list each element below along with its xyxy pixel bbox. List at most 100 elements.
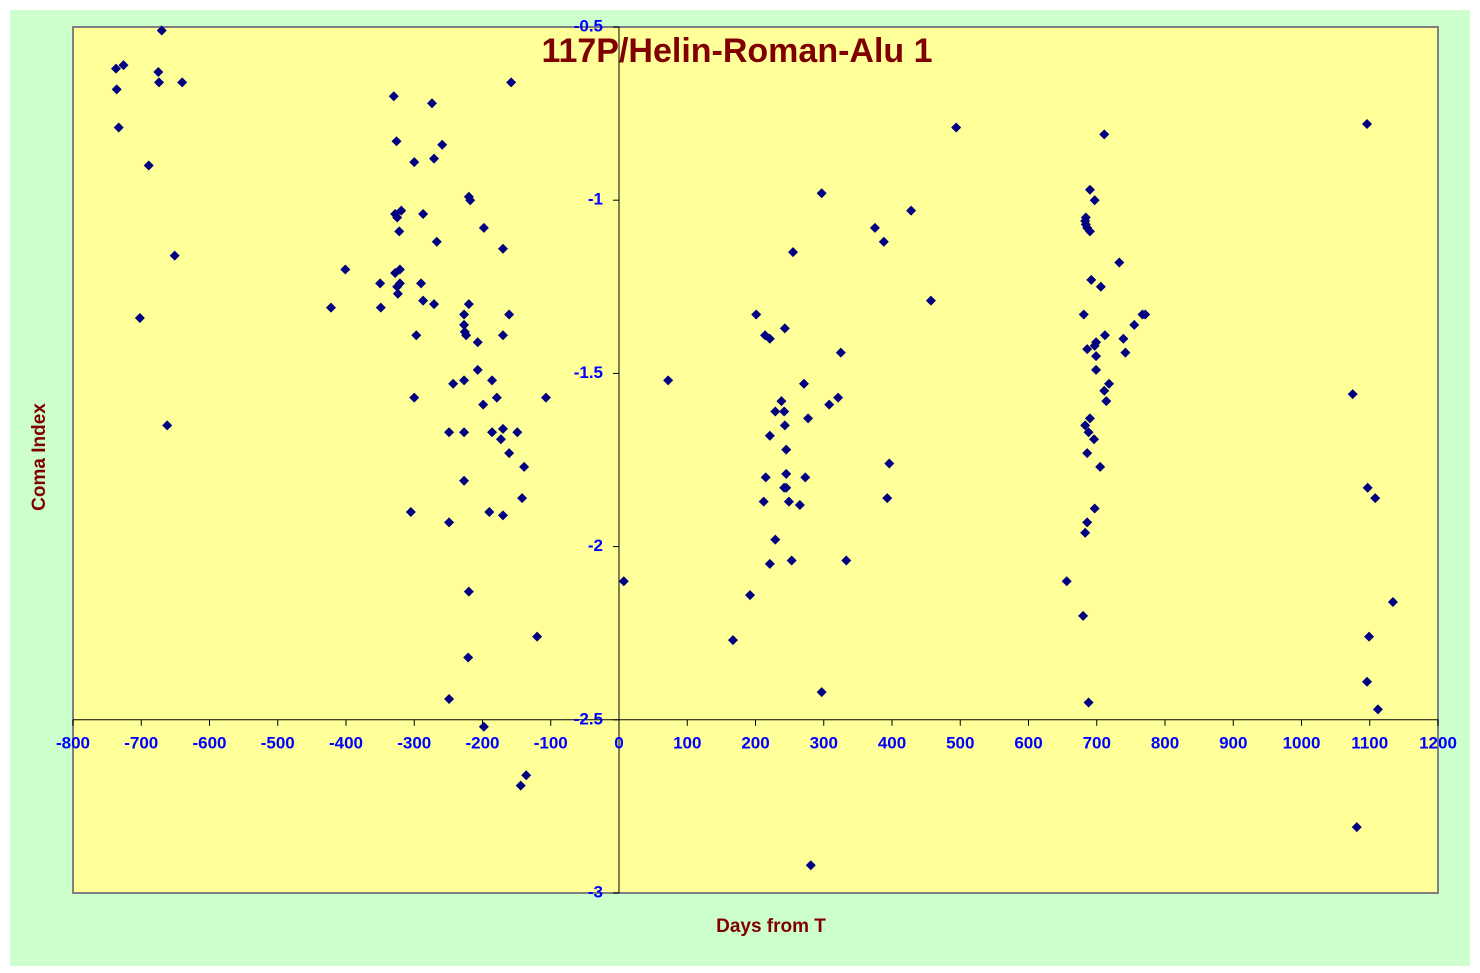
point bbox=[781, 482, 792, 493]
marks bbox=[72, 25, 1439, 894]
x-tick-label: -600 bbox=[192, 733, 226, 752]
point bbox=[409, 392, 420, 403]
point bbox=[532, 631, 543, 642]
point bbox=[472, 337, 483, 348]
point bbox=[1129, 319, 1140, 330]
point bbox=[1083, 427, 1094, 438]
point bbox=[495, 434, 506, 445]
x-tick-label: -300 bbox=[397, 733, 431, 752]
point bbox=[521, 770, 532, 781]
point bbox=[448, 378, 459, 389]
point bbox=[437, 139, 448, 150]
point bbox=[497, 243, 508, 254]
point bbox=[1078, 309, 1089, 320]
point bbox=[786, 555, 797, 566]
point bbox=[764, 430, 775, 441]
point bbox=[504, 309, 515, 320]
point bbox=[1362, 118, 1373, 129]
point bbox=[478, 399, 489, 410]
point bbox=[484, 506, 495, 517]
point bbox=[663, 375, 674, 386]
point bbox=[153, 77, 164, 88]
x-tick-label: 1200 bbox=[1419, 733, 1457, 752]
point bbox=[1080, 527, 1091, 538]
point bbox=[444, 694, 455, 705]
point bbox=[1084, 226, 1095, 237]
point bbox=[118, 60, 129, 71]
point bbox=[487, 427, 498, 438]
x-tick-label: 0 bbox=[614, 733, 623, 752]
x-tick-label: 1000 bbox=[1283, 733, 1321, 752]
y-tick-label: -2.5 bbox=[574, 709, 603, 728]
point bbox=[798, 378, 809, 389]
point bbox=[497, 330, 508, 341]
x-tick-label: 200 bbox=[741, 733, 769, 752]
x-tick-label: 400 bbox=[878, 733, 906, 752]
plot-area bbox=[72, 26, 1439, 894]
point bbox=[418, 209, 429, 220]
point bbox=[906, 205, 917, 216]
point bbox=[1095, 461, 1106, 472]
point bbox=[764, 558, 775, 569]
point bbox=[1114, 257, 1125, 268]
chart-title: 117P/Helin-Roman-Alu 1 bbox=[541, 32, 932, 70]
point bbox=[1089, 195, 1100, 206]
point bbox=[618, 576, 629, 587]
point bbox=[878, 236, 889, 247]
x-tick-label: -800 bbox=[56, 733, 90, 752]
point bbox=[169, 250, 180, 261]
point bbox=[390, 267, 401, 278]
point bbox=[1118, 333, 1129, 344]
point bbox=[340, 264, 351, 275]
point bbox=[478, 222, 489, 233]
point bbox=[781, 444, 792, 455]
point bbox=[1091, 364, 1102, 375]
point bbox=[459, 319, 470, 330]
point bbox=[1104, 378, 1115, 389]
point bbox=[869, 222, 880, 233]
x-tick-label: 800 bbox=[1151, 733, 1179, 752]
x-tick-label: 300 bbox=[810, 733, 838, 752]
y-tick-label: -0.5 bbox=[574, 16, 603, 35]
point bbox=[779, 323, 790, 334]
point bbox=[517, 493, 528, 504]
point bbox=[134, 312, 145, 323]
point bbox=[1370, 493, 1381, 504]
y-tick-label: -3 bbox=[588, 882, 603, 901]
point bbox=[833, 392, 844, 403]
point bbox=[1372, 704, 1383, 715]
point bbox=[1351, 822, 1362, 833]
point bbox=[783, 496, 794, 507]
point bbox=[1140, 309, 1151, 320]
x-axis-label: Days from T bbox=[716, 916, 826, 937]
point bbox=[444, 427, 455, 438]
point bbox=[1082, 448, 1093, 459]
x-tick-label: -500 bbox=[261, 733, 295, 752]
point bbox=[325, 302, 336, 313]
point bbox=[800, 472, 811, 483]
point bbox=[478, 721, 489, 732]
point bbox=[463, 586, 474, 597]
point bbox=[491, 392, 502, 403]
point bbox=[925, 295, 936, 306]
point bbox=[1089, 340, 1100, 351]
point bbox=[779, 406, 790, 417]
point bbox=[392, 288, 403, 299]
point bbox=[824, 399, 835, 410]
point bbox=[805, 860, 816, 871]
point bbox=[375, 278, 386, 289]
x-tick-label: -100 bbox=[534, 733, 568, 752]
x-tick-label: -200 bbox=[465, 733, 499, 752]
y-tick-label: -1.5 bbox=[574, 363, 603, 382]
point bbox=[770, 406, 781, 417]
point bbox=[1099, 330, 1110, 341]
point bbox=[540, 392, 551, 403]
point bbox=[394, 278, 405, 289]
point bbox=[162, 420, 173, 431]
point bbox=[1083, 697, 1094, 708]
x-tick-label: 500 bbox=[946, 733, 974, 752]
point bbox=[156, 25, 167, 36]
point bbox=[1387, 597, 1398, 608]
point bbox=[884, 458, 895, 469]
